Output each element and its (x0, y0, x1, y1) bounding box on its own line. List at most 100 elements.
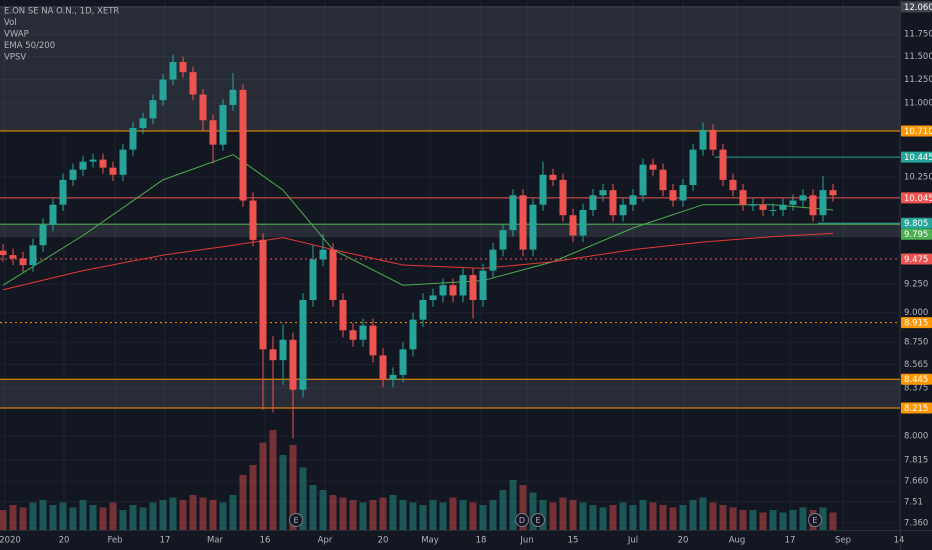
candle-body (819, 190, 827, 216)
y-tick-label: 7.660 (904, 477, 928, 487)
volume-bar (259, 442, 267, 530)
volume-bar (9, 505, 17, 530)
volume-bar (739, 510, 747, 530)
candle-body (9, 255, 17, 259)
volume-bar (569, 500, 577, 530)
x-tick-label: 17 (160, 536, 171, 546)
volume-bar (799, 507, 807, 530)
zone (0, 6, 900, 131)
candle-body (469, 275, 477, 301)
volume-bar (109, 502, 117, 530)
price-label-box (901, 228, 932, 240)
x-tick-label: May (421, 536, 439, 546)
volume-bar (489, 500, 497, 530)
volume-bar (299, 467, 307, 530)
volume-bar (409, 502, 417, 530)
volume-bar (459, 500, 467, 530)
candle-body (459, 275, 467, 296)
candle-body (779, 204, 787, 210)
candle-body (199, 94, 207, 121)
volume-bar (29, 502, 37, 530)
candle-body (79, 161, 87, 170)
volume-bar (589, 505, 597, 530)
candle-body (549, 174, 557, 180)
candle-body (419, 300, 427, 320)
candle-body (629, 195, 637, 205)
volume-bar (559, 497, 567, 530)
volume-bar (189, 495, 197, 530)
candle-body (309, 259, 317, 301)
candle-body (539, 174, 547, 205)
volume-bar (629, 505, 637, 530)
candle-body (649, 164, 657, 170)
candle-body (29, 245, 37, 266)
price-axis (900, 0, 932, 550)
volume-bar (769, 510, 777, 530)
y-tick-label: 9.250 (904, 280, 928, 290)
candle-body (69, 169, 77, 180)
volume-bar (579, 502, 587, 530)
candle-body (409, 319, 417, 350)
candle-body (189, 72, 197, 95)
volume-bar (659, 505, 667, 530)
volume-bar (479, 505, 487, 530)
volume-bar (339, 497, 347, 530)
candle-body (299, 300, 307, 390)
y-tick-label: 11.250 (904, 75, 932, 85)
event-label: E (812, 516, 817, 525)
price-label-box (901, 217, 932, 229)
volume-bar (599, 507, 607, 530)
volume-bar (209, 500, 217, 530)
volume-bar (419, 505, 427, 530)
volume-bar (89, 505, 97, 530)
volume-bar (349, 500, 357, 530)
price-label-box (901, 373, 932, 385)
volume-bar (49, 505, 57, 530)
candle-body (119, 149, 127, 175)
candle-body (559, 179, 567, 216)
event-marker (515, 513, 529, 527)
volume-bar (179, 500, 187, 530)
candle-body (529, 204, 537, 250)
y-tick-label: 11.000 (904, 99, 932, 109)
x-tick-label: 18 (476, 536, 487, 546)
price-label-box (901, 1, 932, 13)
y-tick-label: 11.750 (904, 30, 932, 40)
y-tick-label: 10.250 (904, 172, 932, 182)
legend-item: E.ON SE NA O.N., 1D, XETR (4, 7, 119, 17)
candle-body (749, 204, 757, 206)
volume-bar (99, 507, 107, 530)
candle-body (159, 79, 167, 101)
volume-bar (719, 505, 727, 530)
price-label: 9.805 (904, 219, 928, 229)
event-label: E (535, 516, 540, 525)
volume-bar (169, 497, 177, 530)
y-tick-label: 8.000 (904, 431, 928, 441)
x-tick-label: Jun (519, 536, 533, 546)
y-tick-label: 11.500 (904, 52, 932, 62)
candle-body (329, 249, 337, 301)
volume-bar (159, 500, 167, 530)
candle-body (359, 325, 367, 340)
price-label: 8.915 (904, 319, 928, 329)
y-tick-label: 7.51 (904, 497, 923, 507)
candle-body (689, 149, 697, 186)
price-label-box (901, 192, 932, 204)
volume-bar (229, 495, 237, 530)
candle-body (229, 89, 237, 105)
zone (0, 379, 900, 409)
volume-bar (619, 502, 627, 530)
price-label: 10.445 (904, 153, 932, 163)
volume-bar (59, 502, 67, 530)
volume-bar (789, 510, 797, 530)
candle-body (439, 285, 447, 296)
candle-body (129, 128, 137, 150)
y-tick-label: 7.815 (904, 456, 928, 466)
candle-body (179, 62, 187, 73)
volume-bar (709, 502, 717, 530)
x-tick-label: Jul (627, 536, 638, 546)
volume-bar (649, 502, 657, 530)
volume-bar (729, 507, 737, 530)
candle-body (639, 164, 647, 196)
